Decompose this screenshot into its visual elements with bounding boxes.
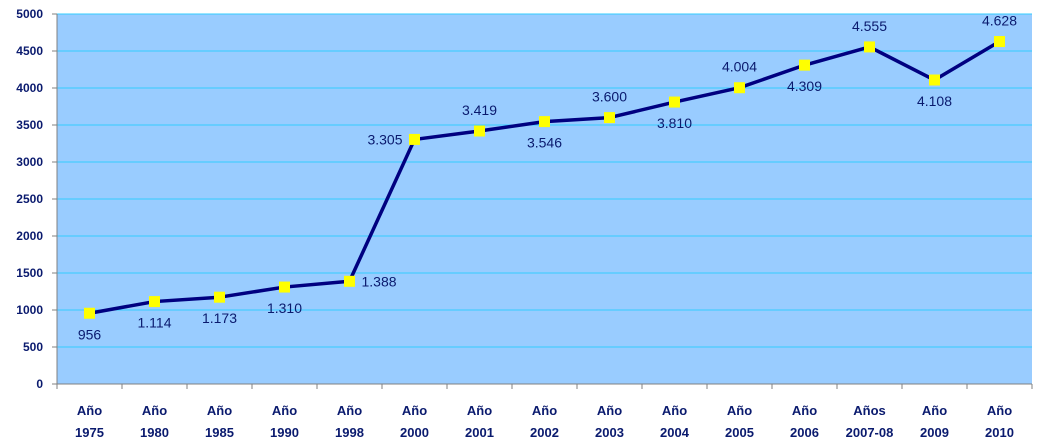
data-point-3 [279,281,290,293]
x-tick-label-0-line2: 1975 [75,425,104,440]
x-axis-tick-labels: Año 1975 Año 1980 Año 1985 Año 1990 Año 1998 Año 20… [75,403,1014,440]
data-label-11: 4.309 [787,78,822,94]
data-point-13 [929,74,940,86]
y-tick-label-2000: 2000 [16,229,43,243]
y-tick-label-0: 0 [36,377,43,391]
data-point-10 [734,82,745,94]
y-tick-label-3000: 3000 [16,155,43,169]
data-label-1: 1.114 [138,315,172,331]
y-tick-label-2500: 2500 [16,192,43,206]
data-point-0 [84,307,95,319]
x-tick-label-5-line2: 2000 [400,425,429,440]
data-point-2 [214,291,225,303]
x-tick-label-9-line2: 2004 [660,425,690,440]
x-tick-label-3-line2: 1990 [270,425,299,440]
data-label-13: 4.108 [917,93,952,109]
x-tick-label-11-line1: Año [792,403,817,418]
data-point-4 [344,275,355,287]
x-tick-label-6-line1: Año [467,403,492,418]
data-point-11 [799,59,810,71]
x-tick-label-5-line1: Año [402,403,427,418]
x-tick-label-11-line2: 2006 [790,425,819,440]
x-tick-label-4-line2: 1998 [335,425,364,440]
y-tick-label-1500: 1500 [16,266,43,280]
x-tick-label-4-line1: Año [337,403,362,418]
data-point-9 [669,96,680,108]
x-tick-label-3-line1: Año [272,403,297,418]
y-tick-label-4500: 4500 [16,44,43,58]
x-tick-label-13-line1: Año [922,403,947,418]
x-tick-label-6-line2: 2001 [465,425,494,440]
data-label-6: 3.419 [462,102,497,118]
data-point-14 [994,36,1005,48]
x-tick-label-7-line2: 2002 [530,425,559,440]
data-label-0: 956 [78,326,102,342]
x-tick-label-8-line2: 2003 [595,425,624,440]
x-tick-label-13-line2: 2009 [920,425,949,440]
x-tick-label-7-line1: Año [532,403,557,418]
x-tick-label-8-line1: Año [597,403,622,418]
x-tick-label-1-line1: Año [142,403,167,418]
data-label-12: 4.555 [852,18,887,34]
data-label-7: 3.546 [527,135,562,151]
markers [84,36,1005,319]
x-tick-label-1-line2: 1980 [140,425,169,440]
data-label-2: 1.173 [202,310,237,326]
data-point-7 [539,116,550,128]
y-tick-label-4000: 4000 [16,81,43,95]
x-tick-label-14-line2: 2010 [985,425,1014,440]
y-tick-label-1000: 1000 [16,303,43,317]
axes [56,14,1033,389]
data-label-4: 1.388 [362,273,397,289]
y-tick-label-500: 500 [23,340,43,354]
x-tick-label-12-line1: Años [853,403,886,418]
data-label-5: 3.305 [367,131,402,147]
data-labels: 956 1.114 1.173 1.310 1.388 3.305 3.419 3.546 3.… [78,13,1017,343]
x-tick-label-2-line2: 1985 [205,425,234,440]
x-tick-label-14-line1: Año [987,403,1012,418]
data-label-3: 1.310 [267,300,302,316]
data-label-9: 3.810 [657,115,692,131]
data-point-6 [474,125,485,137]
y-tick-label-5000: 5000 [16,7,43,21]
data-label-8: 3.600 [592,89,627,105]
data-label-10: 4.004 [722,59,757,75]
x-tick-label-2-line1: Año [207,403,232,418]
y-axis-tick-labels: 0 500 1000 1500 2000 2500 3000 3500 4000 4500 5000 [16,7,43,391]
x-tick-label-12-line2: 2007-08 [846,425,894,440]
x-tick-label-9-line1: Año [662,403,687,418]
data-point-5 [409,133,420,145]
x-tick-label-0-line1: Año [77,403,102,418]
data-point-12 [864,41,875,53]
data-point-8 [604,112,615,124]
y-tick-label-3500: 3500 [16,118,43,132]
x-tick-label-10-line1: Año [727,403,752,418]
data-point-1 [149,296,160,308]
data-label-14: 4.628 [982,13,1017,29]
x-tick-label-10-line2: 2005 [725,425,754,440]
